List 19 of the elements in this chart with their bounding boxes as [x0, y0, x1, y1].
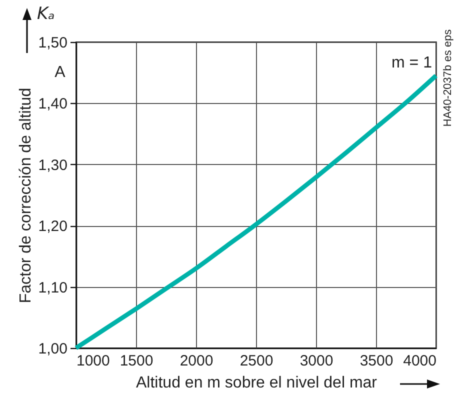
x-tick-label: 1500	[120, 352, 154, 370]
y-tick-label: 1,10	[38, 279, 68, 296]
y-axis-title: Factor de corrección de altitud	[17, 88, 34, 304]
x-tick-label: 3500	[360, 352, 394, 370]
x-tick-label: 2500	[240, 352, 274, 370]
x-axis-title: Altitud en m sobre el nivel del mar	[136, 374, 378, 392]
x-tick-label: 1000	[76, 352, 110, 370]
x-tick-label: 3000	[300, 352, 334, 370]
series-label: m = 1	[392, 54, 432, 72]
y-tick-label: 1,30	[38, 156, 68, 174]
y-tick-label: 1,20	[38, 218, 68, 236]
x-tick-label: 4000	[403, 352, 436, 370]
x-tick-label: 2000	[180, 352, 214, 370]
text: A	[54, 64, 66, 81]
text: Kₐ	[37, 4, 55, 24]
y-tick-label: 1,40	[38, 96, 68, 113]
text: HA40-2037b es eps	[442, 28, 454, 127]
y-tick-label: 1,00	[38, 340, 68, 358]
y-tick-label: 1,50	[38, 34, 68, 52]
